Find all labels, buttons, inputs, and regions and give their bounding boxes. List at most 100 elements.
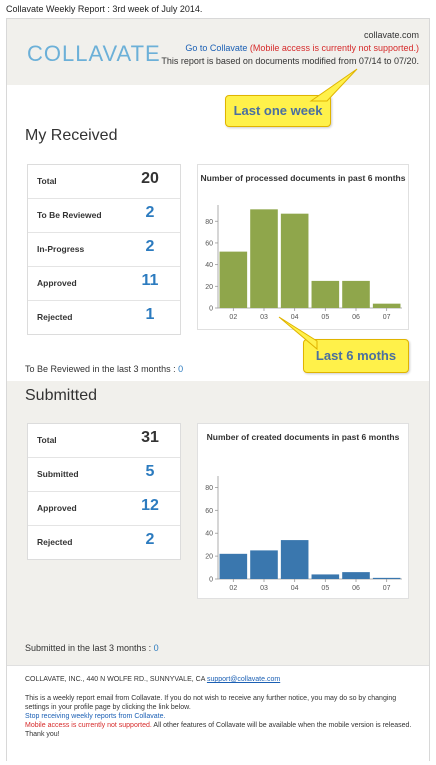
stat-row-approved: Approved 12: [28, 492, 180, 526]
y-tick-label: 60: [205, 508, 213, 515]
received-footer-label: To Be Reviewed in the last 3 months :: [25, 364, 176, 374]
received-footer-value: 0: [178, 364, 184, 374]
support-email-link[interactable]: support@collavate.com: [206, 676, 281, 683]
report-frame: COLLAVATE collavate.com Go to Collavate …: [6, 18, 430, 761]
chart-bar: [372, 303, 401, 308]
stat-row-total: Total 20: [28, 165, 180, 199]
received-section: My Received Total 20 To Be Reviewed 2 In…: [7, 85, 429, 381]
y-tick-label: 60: [205, 240, 213, 247]
stat-value: 2: [145, 531, 155, 548]
stat-row-rejected: Rejected 1: [28, 301, 180, 334]
stat-row-in-progress: In-Progress 2: [28, 233, 180, 267]
email-subject: Collavate Weekly Report : 3rd week of Ju…: [6, 4, 203, 14]
chart-title: Number of created documents in past 6 mo…: [206, 432, 400, 442]
callout-last-6-months: Last 6 moths: [303, 339, 409, 373]
report-header: COLLAVATE collavate.com Go to Collavate …: [7, 19, 429, 85]
footer-notice: This is a weekly report email from Colla…: [25, 695, 397, 711]
go-to-collavate-link[interactable]: Go to Collavate: [185, 43, 248, 53]
chart-bar: [311, 574, 340, 579]
submitted-stats: Total 31 Submitted 5 Approved 12 Rejecte…: [27, 423, 181, 560]
submitted-footer: Submitted in the last 3 months : 0: [25, 643, 159, 653]
received-stats: Total 20 To Be Reviewed 2 In-Progress 2 …: [27, 164, 181, 335]
stat-label: To Be Reviewed: [37, 210, 102, 220]
chart-bar: [219, 553, 248, 579]
stat-label: Approved: [37, 278, 77, 288]
stat-value: 1: [145, 306, 155, 323]
x-tick-label: 04: [291, 314, 299, 321]
stop-reports-link[interactable]: Stop receiving weekly reports from Colla…: [25, 713, 166, 720]
x-tick-label: 05: [321, 314, 329, 321]
received-footer: To Be Reviewed in the last 3 months : 0: [25, 364, 183, 374]
stat-label: In-Progress: [37, 244, 85, 254]
x-tick-label: 04: [291, 585, 299, 592]
footer-thanks: All other features of Collavate will be …: [25, 722, 412, 738]
stat-label: Total: [37, 176, 57, 186]
stat-label: Rejected: [37, 312, 73, 322]
y-tick-label: 0: [209, 577, 213, 584]
y-tick-label: 40: [205, 531, 213, 538]
report-date-note: This report is based on documents modifi…: [161, 56, 419, 66]
submitted-footer-label: Submitted in the last 3 months :: [25, 643, 152, 653]
logo-text: COLLAVATE: [27, 41, 161, 66]
y-tick-label: 80: [205, 485, 213, 492]
stat-label: Approved: [37, 503, 77, 513]
chart-bar: [250, 209, 278, 308]
stat-value: 20: [141, 170, 159, 187]
y-tick-label: 20: [205, 554, 213, 561]
collavate-logo: COLLAVATE: [27, 41, 161, 67]
mobile-warning: (Mobile access is currently not supporte…: [249, 43, 419, 53]
address-text: COLLAVATE, INC., 440 N WOLFE RD., SUNNYV…: [25, 676, 205, 683]
y-tick-label: 40: [205, 262, 213, 269]
y-tick-label: 0: [209, 306, 213, 313]
email-footer: COLLAVATE, INC., 440 N WOLFE RD., SUNNYV…: [7, 665, 429, 761]
stat-value: 31: [141, 429, 159, 446]
callout-months-pointer: [278, 316, 318, 351]
x-tick-label: 03: [260, 314, 268, 321]
bar-chart-svg: 0 20 40 60 80 02 03 04 05 06 07: [205, 205, 402, 321]
y-tick-label: 20: [205, 284, 213, 291]
stat-label: Submitted: [37, 469, 79, 479]
bar-chart-svg: 0 20 40 60 80 02 03 04 05 06 07: [205, 476, 402, 592]
submitted-title: Submitted: [25, 387, 98, 404]
chart-bar: [342, 572, 370, 579]
received-title: My Received: [25, 127, 118, 144]
footer-mobile-warning: Mobile access is currently not supported…: [25, 722, 152, 729]
x-tick-label: 07: [383, 314, 391, 321]
submitted-footer-value: 0: [153, 643, 159, 653]
created-chart: Number of created documents in past 6 mo…: [197, 423, 409, 599]
stat-value: 11: [141, 272, 159, 289]
x-tick-label: 03: [260, 585, 268, 592]
x-tick-label: 05: [321, 585, 329, 592]
chart-bar: [250, 550, 278, 579]
stat-value: 2: [145, 238, 155, 255]
stat-row-approved: Approved 11: [28, 267, 180, 301]
footer-body: This is a weekly report email from Colla…: [25, 694, 417, 739]
stat-row-total: Total 31: [28, 424, 180, 458]
chart-bar: [219, 251, 248, 308]
x-tick-label: 02: [229, 314, 237, 321]
header-info: collavate.com Go to Collavate (Mobile ac…: [161, 29, 419, 68]
chart-bar: [342, 280, 370, 308]
y-tick-label: 80: [205, 219, 213, 226]
chart-bar: [280, 213, 309, 308]
stat-row-rejected: Rejected 2: [28, 526, 180, 559]
stat-row-submitted: Submitted 5: [28, 458, 180, 492]
stat-row-to-be-reviewed: To Be Reviewed 2: [28, 199, 180, 233]
stat-label: Rejected: [37, 537, 73, 547]
stat-label: Total: [37, 435, 57, 445]
stat-value: 5: [145, 463, 155, 480]
callout-week-pointer: [309, 68, 358, 102]
x-tick-label: 07: [383, 585, 391, 592]
chart-title: Number of processed documents in past 6 …: [200, 173, 406, 183]
x-tick-label: 06: [352, 585, 360, 592]
stat-value: 2: [145, 204, 155, 221]
company-address: COLLAVATE, INC., 440 N WOLFE RD., SUNNYV…: [25, 676, 280, 683]
x-tick-label: 06: [352, 314, 360, 321]
chart-bar: [311, 280, 340, 308]
processed-chart: Number of processed documents in past 6 …: [197, 164, 409, 330]
header-domain: collavate.com: [363, 30, 419, 40]
submitted-section: Submitted Total 31 Submitted 5 Approved …: [7, 381, 429, 665]
x-tick-label: 02: [229, 585, 237, 592]
chart-bar: [280, 540, 309, 579]
chart-bar: [372, 577, 401, 579]
